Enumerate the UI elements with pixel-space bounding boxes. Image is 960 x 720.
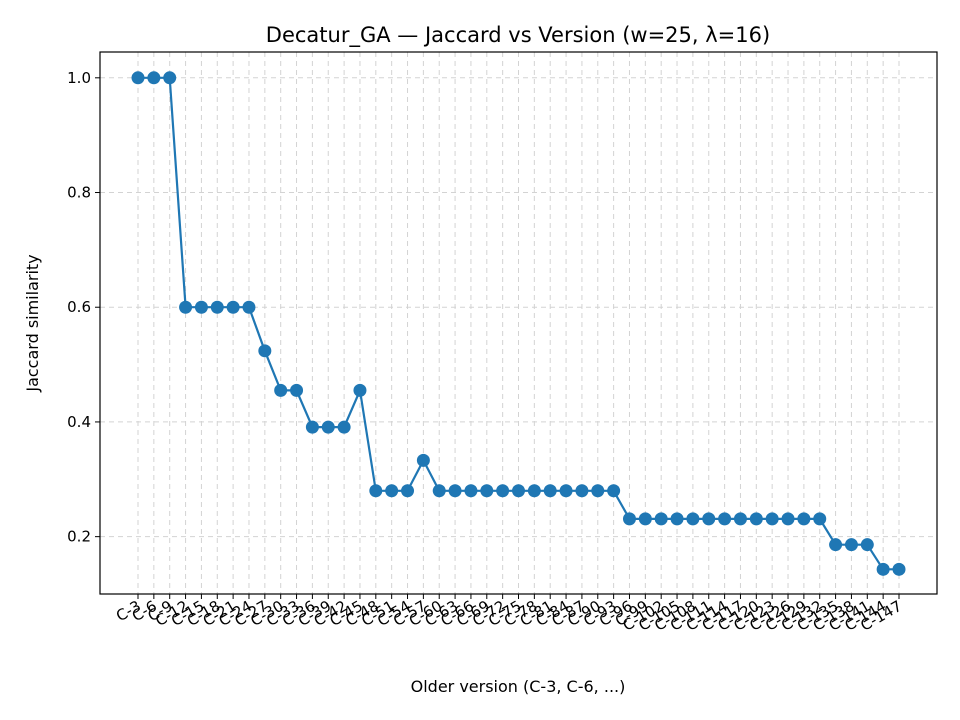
y-tick-label: 0.6 (67, 298, 91, 316)
data-point (369, 484, 383, 498)
x-axis-label: Older version (C-3, C-6, ...) (411, 677, 626, 696)
data-point (670, 512, 684, 526)
data-point (353, 383, 367, 397)
chart-title: Decatur_GA — Jaccard vs Version (w=25, λ… (266, 23, 770, 48)
data-point (829, 538, 843, 552)
data-point (258, 344, 272, 358)
data-point (337, 420, 351, 434)
data-point (686, 512, 700, 526)
data-point (575, 484, 589, 498)
y-tick-label: 0.2 (67, 528, 91, 546)
data-point (892, 562, 906, 576)
data-point (622, 512, 636, 526)
data-point (131, 71, 145, 85)
data-point (638, 512, 652, 526)
y-axis-label: Jaccard similarity (23, 254, 42, 392)
data-point (448, 484, 462, 498)
data-point (702, 512, 716, 526)
data-point (274, 383, 288, 397)
x-axis-ticks: C-3C-6C-9C-12C-15C-18C-21C-24C-27C-30C-3… (113, 594, 905, 635)
data-point (179, 300, 193, 314)
data-point (496, 484, 510, 498)
data-point (226, 300, 240, 314)
y-tick-label: 0.8 (67, 184, 91, 202)
data-point (543, 484, 557, 498)
y-tick-label: 1.0 (67, 69, 91, 87)
data-point (385, 484, 399, 498)
data-point (559, 484, 573, 498)
data-point (194, 300, 208, 314)
data-point (860, 538, 874, 552)
data-point (210, 300, 224, 314)
data-point (749, 512, 763, 526)
grid-lines (100, 52, 937, 594)
data-point (781, 512, 795, 526)
y-tick-label: 0.4 (67, 413, 91, 431)
data-point (401, 484, 415, 498)
data-point (876, 562, 890, 576)
data-point (527, 484, 541, 498)
data-point (765, 512, 779, 526)
data-point (147, 71, 161, 85)
data-point (654, 512, 668, 526)
data-point (290, 383, 304, 397)
data-point (305, 420, 319, 434)
data-point (607, 484, 621, 498)
data-point (321, 420, 335, 434)
data-points (131, 71, 906, 576)
data-point (432, 484, 446, 498)
y-axis-ticks: 0.2 0.4 0.6 0.8 1.0 (67, 69, 100, 546)
data-point (718, 512, 732, 526)
data-point (797, 512, 811, 526)
data-point (813, 512, 827, 526)
data-point (512, 484, 525, 498)
data-point (163, 71, 177, 85)
data-point (464, 484, 478, 498)
data-point (591, 484, 605, 498)
data-point (416, 453, 430, 467)
data-point (242, 300, 256, 314)
data-point (844, 538, 858, 552)
data-point (733, 512, 747, 526)
data-point (480, 484, 494, 498)
